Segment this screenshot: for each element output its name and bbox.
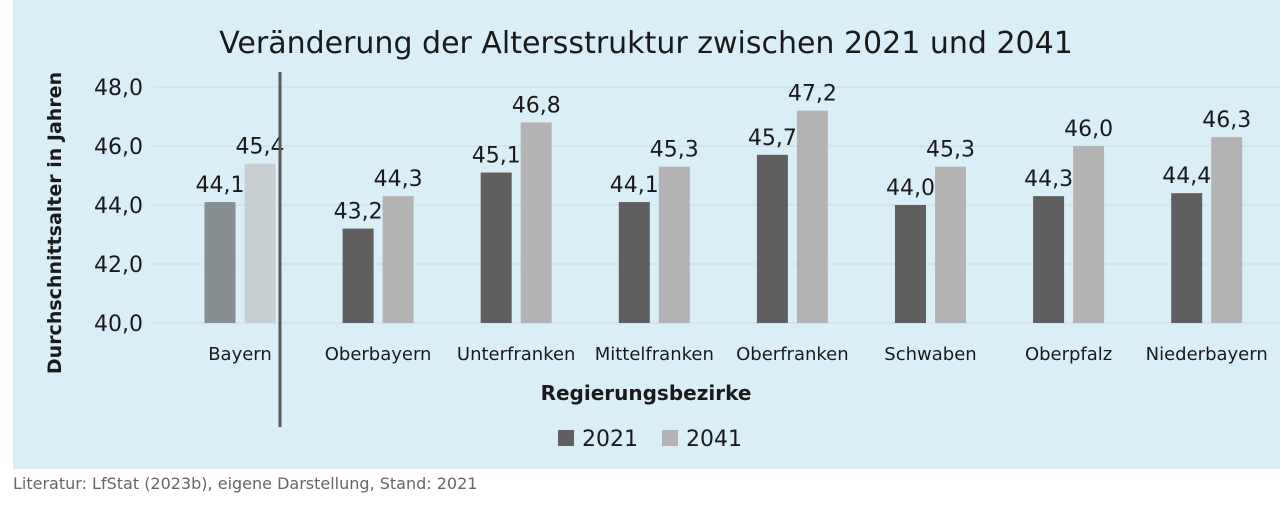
y-tick-label: 44,0 [94, 194, 143, 219]
data-label-2041: 45,3 [650, 138, 699, 163]
bar-2021 [480, 172, 512, 323]
data-label-2021: 44,4 [1162, 164, 1211, 189]
x-tick-label: Oberbayern [325, 344, 432, 365]
data-label-2041: 46,3 [1202, 108, 1251, 133]
legend-label-2021: 2021 [582, 427, 638, 452]
bar-2041 [1073, 146, 1105, 323]
data-label-2041: 47,2 [788, 82, 837, 107]
bars [204, 110, 1243, 324]
bar-2041 [796, 110, 828, 323]
x-tick-label: Schwaben [884, 344, 976, 365]
chart-title: Veränderung der Altersstruktur zwischen … [219, 26, 1073, 61]
x-tick-label: Unterfranken [457, 344, 576, 365]
bar-2021 [1033, 196, 1065, 323]
data-label-2021: 44,1 [610, 173, 659, 198]
x-tick-label: Mittelfranken [595, 344, 714, 365]
y-tick-label: 46,0 [94, 135, 143, 160]
legend: 2021 2041 [558, 427, 742, 452]
data-label-2041: 45,3 [926, 138, 975, 163]
y-axis-title: Durchschnittsalter in Jahren [44, 72, 66, 374]
x-tick-label: Oberpfalz [1025, 344, 1112, 365]
legend-label-2041: 2041 [686, 427, 742, 452]
x-tick-label: Oberfranken [736, 344, 849, 365]
bar-2021 [342, 228, 374, 323]
data-label-2021: 45,1 [472, 144, 521, 169]
data-label-2021: 44,1 [196, 173, 245, 198]
bar-2041 [244, 163, 276, 323]
data-label-2041: 46,8 [512, 93, 561, 118]
bar-2021 [1171, 193, 1203, 323]
data-label-2041: 44,3 [374, 167, 423, 192]
bar-2021 [204, 202, 236, 323]
chart-panel: Veränderung der Altersstruktur zwischen … [13, 0, 1280, 469]
bar-2041 [382, 196, 414, 323]
bar-2041 [520, 122, 552, 324]
data-labels: 44,1 45,4 43,2 44,3 45,1 46,8 44,1 45,3 45,7 47,2… [196, 82, 1252, 225]
data-label-2021: 44,0 [886, 176, 935, 201]
bar-2041 [658, 166, 690, 323]
x-axis-title: Regierungsbezirke [541, 381, 752, 405]
y-tick-label: 42,0 [94, 253, 143, 278]
bar-chart: Veränderung der Altersstruktur zwischen … [44, 26, 1280, 452]
bar-2021 [618, 202, 650, 323]
x-tick-label: Niederbayern [1146, 344, 1268, 365]
data-label-2041: 45,4 [236, 135, 285, 160]
source-note: Literatur: LfStat (2023b), eigene Darste… [13, 474, 478, 493]
data-label-2021: 44,3 [1024, 167, 1073, 192]
data-label-2021: 45,7 [748, 126, 797, 151]
bar-2021 [895, 205, 926, 323]
y-tick-label: 48,0 [94, 76, 143, 101]
legend-swatch-2041 [662, 430, 678, 446]
y-tick-label: 40,0 [94, 312, 143, 337]
data-label-2041: 46,0 [1064, 117, 1113, 142]
data-label-2021: 43,2 [334, 200, 383, 225]
bar-2041 [1211, 137, 1243, 323]
y-axis-ticks: 40,0 42,0 44,0 46,0 48,0 [94, 76, 143, 337]
x-axis-ticks: Bayern Oberbayern Unterfranken Mittelfranke… [208, 344, 1268, 365]
x-tick-label: Bayern [208, 344, 272, 365]
bar-2041 [935, 166, 966, 323]
bar-2021 [756, 154, 788, 323]
legend-swatch-2021 [558, 430, 574, 446]
